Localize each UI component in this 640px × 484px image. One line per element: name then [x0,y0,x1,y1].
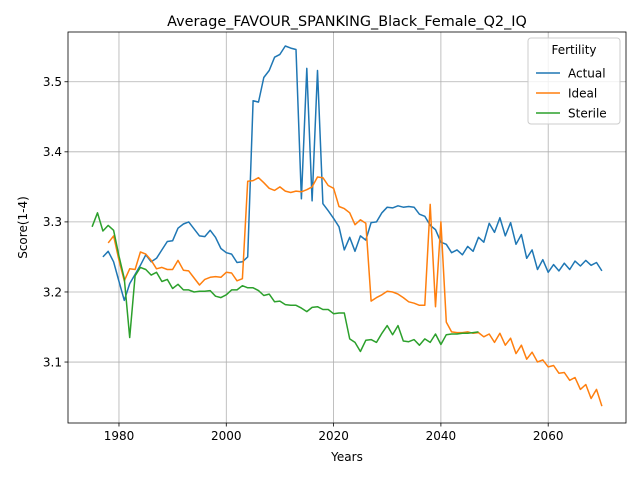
legend-title: Fertility [551,43,596,57]
y-tick-label: 3.2 [43,285,62,299]
series-line-sterile [91,212,479,353]
axis-layer: 1980 2000 2020 2040 2060 3.1 3.2 3.3 3.4 3.5 [43,75,564,443]
x-tick-label: 1980 [104,429,135,443]
chart-title: Average_FAVOUR_SPANKING_Black_Female_Q2_… [167,14,527,30]
x-axis-label: Years [330,450,363,464]
series-layer [91,45,603,407]
legend-label-actual: Actual [568,66,606,80]
y-tick-label: 3.4 [43,145,62,159]
plot-frame [67,31,627,424]
legend-label-ideal: Ideal [568,86,597,100]
y-tick-label: 3.5 [43,75,62,89]
series-line-actual [102,45,603,302]
legend-box [527,37,621,125]
x-tick-label: 2040 [426,429,457,443]
y-axis-label: Score(1-4) [16,196,30,259]
x-tick-label: 2060 [533,429,564,443]
y-tick-label: 3.1 [43,355,62,369]
legend-label-sterile: Sterile [568,106,607,120]
y-tick-label: 3.3 [43,215,62,229]
x-tick-label: 2020 [318,429,349,443]
x-tick-label: 2000 [211,429,242,443]
legend: Fertility Actual Ideal Sterile [527,37,621,125]
series-line-ideal [107,176,603,407]
